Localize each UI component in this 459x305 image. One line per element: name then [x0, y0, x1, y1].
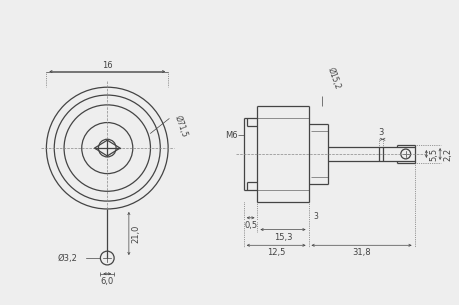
- Text: 21,0: 21,0: [132, 224, 141, 243]
- Text: Ø15,2: Ø15,2: [326, 66, 342, 90]
- Text: 31,8: 31,8: [352, 248, 371, 257]
- Text: Ø71,5: Ø71,5: [173, 114, 189, 139]
- Text: M6: M6: [225, 131, 238, 140]
- Text: 3: 3: [379, 128, 384, 137]
- Text: 6,0: 6,0: [101, 277, 114, 286]
- Text: 3: 3: [313, 212, 319, 221]
- Text: 5,5: 5,5: [429, 147, 438, 160]
- Text: 0,5: 0,5: [244, 221, 257, 230]
- Text: Ø3,2: Ø3,2: [58, 253, 78, 263]
- Text: 15,3: 15,3: [274, 232, 292, 242]
- Text: 16: 16: [102, 60, 112, 70]
- Text: 12,5: 12,5: [267, 248, 285, 257]
- Text: 2,2: 2,2: [443, 147, 452, 160]
